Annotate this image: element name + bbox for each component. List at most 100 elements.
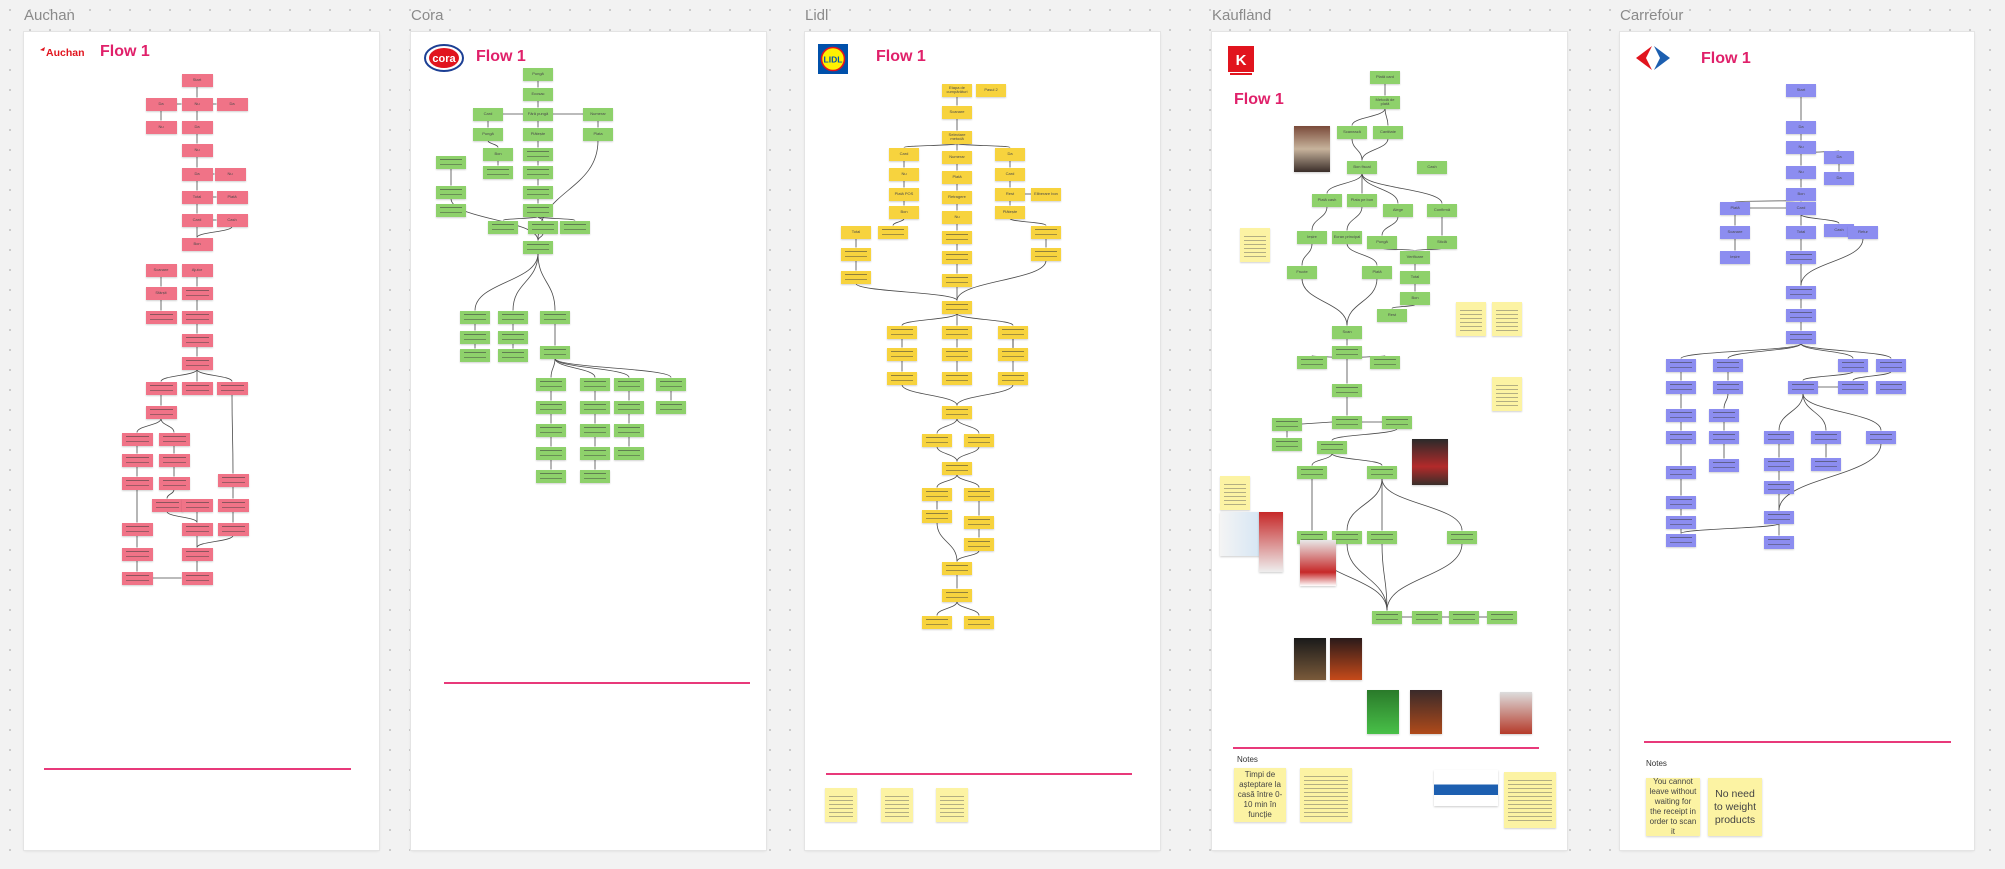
kaufland-photo[interactable] (1294, 638, 1326, 680)
auchan-flow-step[interactable] (181, 310, 213, 324)
carrefour-flow-step[interactable] (1764, 510, 1794, 524)
lidl-flow-step[interactable] (942, 273, 972, 287)
lidl-flow-title[interactable]: Flow 1 (876, 48, 926, 65)
cora-flow-step[interactable] (436, 185, 466, 199)
carrefour-flow-step[interactable] (1866, 430, 1896, 444)
lidl-flow-step[interactable] (964, 615, 994, 629)
cora-flow-step[interactable] (460, 310, 490, 324)
lidl-flow-step[interactable] (942, 461, 972, 475)
kaufland-flow-step[interactable] (1297, 355, 1327, 369)
lidl-flow-step[interactable]: Bon (889, 205, 919, 219)
cora-flow-step[interactable]: Numerar (583, 107, 613, 121)
auchan-flow-step[interactable]: Sfârșit (145, 286, 177, 300)
lidl-flow-step[interactable] (942, 561, 972, 575)
lidl-flow-step[interactable]: Rest (995, 187, 1025, 201)
kaufland-side-note[interactable] (1492, 302, 1522, 336)
auchan-flow-step[interactable] (121, 432, 153, 446)
carrefour-flow-step[interactable] (1786, 285, 1816, 299)
lidl-flow-step[interactable] (942, 300, 972, 314)
carrefour-flow-step[interactable] (1666, 495, 1696, 509)
lidl-flow-step[interactable] (841, 270, 871, 284)
kaufland-photo[interactable] (1500, 692, 1532, 734)
kaufland-flow-step[interactable]: Plată card (1370, 70, 1400, 84)
cora-flow-step[interactable] (498, 310, 528, 324)
auchan-flow-step[interactable]: Start (181, 73, 213, 87)
auchan-flow-step[interactable]: Da (216, 97, 248, 111)
lidl-flow-step[interactable]: Selectare metodă (942, 130, 972, 144)
kaufland-flow-step[interactable] (1370, 355, 1400, 369)
kaufland-flow-step[interactable]: Alege (1383, 203, 1413, 217)
carrefour-flow-step[interactable] (1709, 408, 1739, 422)
auchan-flow-step[interactable]: Nu (181, 97, 213, 111)
carrefour-flow-step[interactable] (1876, 358, 1906, 372)
carrefour-flow-step[interactable] (1811, 430, 1841, 444)
kaufland-flow-step[interactable] (1272, 417, 1302, 431)
kaufland-flow-step[interactable]: Confirmă (1427, 203, 1457, 217)
carrefour-note-receipt[interactable]: You cannot leave without waiting for the… (1646, 777, 1700, 836)
kaufland-flow-step[interactable]: Ieșire (1297, 230, 1327, 244)
board-lidl[interactable]: LIDL Flow 1 Etapa de cumpărături Pasul 2 S… (805, 32, 1160, 850)
kaufland-screenshot[interactable] (1434, 770, 1498, 806)
auchan-flow-step[interactable] (181, 333, 213, 347)
auchan-flow-step[interactable] (121, 547, 153, 561)
kaufland-note-long[interactable] (1300, 768, 1352, 822)
lidl-flow-step[interactable] (922, 509, 952, 523)
cora-flow-step[interactable]: Card (473, 107, 503, 121)
carrefour-flow-step[interactable] (1709, 458, 1739, 472)
carrefour-flow-step[interactable] (1666, 380, 1696, 394)
board-cora[interactable]: cora Flow 1 Pungă Ecosac Fără pungă Card Num… (411, 32, 766, 850)
carrefour-flow-step[interactable] (1838, 358, 1868, 372)
kaufland-flow-step[interactable]: Scan (1332, 325, 1362, 339)
auchan-flow-step[interactable]: Bon (181, 237, 213, 251)
cora-flow-step[interactable] (523, 240, 553, 254)
kaufland-flow-title[interactable]: Flow 1 (1234, 91, 1284, 108)
lidl-flow-step[interactable] (998, 347, 1028, 361)
kaufland-flow-step[interactable]: Cash (1417, 160, 1447, 174)
lidl-flow-step[interactable]: Plătește (995, 205, 1025, 219)
kaufland-side-note[interactable] (1456, 302, 1486, 336)
cora-flow-step[interactable] (523, 147, 553, 161)
carrefour-flow-step[interactable]: Da (1824, 171, 1854, 185)
kaufland-flow-step[interactable] (1317, 440, 1347, 454)
lidl-flow-step[interactable] (887, 347, 917, 361)
kaufland-flow-step[interactable] (1332, 415, 1362, 429)
kaufland-flow-step[interactable]: Verificare (1400, 250, 1430, 264)
auchan-flow-step[interactable] (158, 432, 190, 446)
cora-flow-step[interactable] (536, 400, 566, 414)
cora-flow-step[interactable] (540, 345, 570, 359)
auchan-flow-step[interactable] (181, 381, 213, 395)
carrefour-flow-step[interactable]: Retur (1848, 225, 1878, 239)
cora-flow-step[interactable]: Plata (583, 127, 613, 141)
cora-flow-step[interactable]: Ecosac (523, 87, 553, 101)
auchan-flow-step[interactable] (151, 498, 183, 512)
auchan-flow-step[interactable]: Nu (145, 120, 177, 134)
carrefour-flow-step[interactable]: Ieșire (1720, 250, 1750, 264)
lidl-flow-step[interactable]: Pasul 2 (976, 83, 1006, 97)
lidl-flow-step[interactable] (887, 371, 917, 385)
kaufland-flow-step[interactable]: Cantitate (1373, 125, 1403, 139)
carrefour-flow-step[interactable] (1764, 457, 1794, 471)
auchan-flow-step[interactable] (121, 453, 153, 467)
kaufland-flow-step[interactable] (1412, 610, 1442, 624)
frame-label-lidl[interactable]: Lidl (805, 7, 829, 24)
kaufland-flow-step[interactable]: Ecran principal (1332, 230, 1362, 244)
kaufland-photo[interactable] (1367, 690, 1399, 734)
lidl-flow-step[interactable] (942, 230, 972, 244)
lidl-flow-step[interactable] (942, 588, 972, 602)
auchan-flow-step[interactable] (145, 310, 177, 324)
carrefour-flow-step[interactable]: Bon (1786, 187, 1816, 201)
cora-flow-step[interactable] (460, 348, 490, 362)
kaufland-flow-step[interactable]: Fructe (1287, 265, 1317, 279)
cora-flow-step[interactable] (536, 469, 566, 483)
lidl-flow-step[interactable]: Retragere (942, 190, 972, 204)
cora-flow-step[interactable] (580, 446, 610, 460)
kaufland-side-note[interactable] (1492, 377, 1522, 411)
carrefour-flow-step[interactable] (1666, 515, 1696, 529)
lidl-flow-step[interactable]: Plată (942, 170, 972, 184)
kaufland-photo[interactable] (1300, 540, 1336, 586)
cora-flow-step[interactable]: Fără pungă (523, 107, 553, 121)
cora-flow-step[interactable] (540, 310, 570, 324)
kaufland-photo[interactable] (1220, 512, 1260, 556)
lidl-flow-step[interactable] (922, 615, 952, 629)
cora-flow-step[interactable] (498, 330, 528, 344)
